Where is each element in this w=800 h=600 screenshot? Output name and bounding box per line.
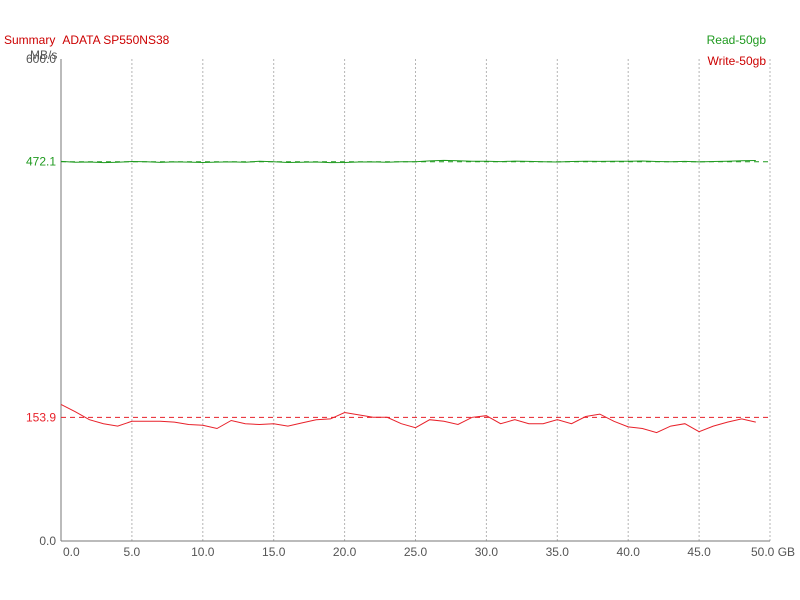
x-tick-label: 50.0 GB <box>751 545 795 559</box>
x-tick-label: 10.0 <box>191 545 215 559</box>
y-tick-label: 153.9 <box>26 410 56 424</box>
x-tick-label: 15.0 <box>262 545 286 559</box>
chart-title: Summary ADATA SP550NS38 <box>4 33 169 47</box>
y-tick-label: 600.0 <box>26 52 56 66</box>
x-tick-label: 20.0 <box>333 545 357 559</box>
y-axis-unit-label: MB/s <box>30 48 58 62</box>
legend-write-entry: Write-50gb <box>707 54 766 68</box>
device-name: ADATA SP550NS38 <box>62 33 170 47</box>
x-tick-label: 5.0 <box>124 545 141 559</box>
y-tick-label: 472.1 <box>26 155 56 169</box>
x-tick-label: 25.0 <box>404 545 428 559</box>
x-tick-label: 0.0 <box>63 545 80 559</box>
series-line-read <box>60 159 756 164</box>
x-tick-label: 45.0 <box>687 545 711 559</box>
legend-read-entry: Read-50gb <box>706 33 766 47</box>
y-tick-label: 0.0 <box>39 534 56 548</box>
summary-label: Summary <box>4 33 56 47</box>
series-line-write <box>60 403 756 434</box>
x-tick-label: 35.0 <box>546 545 570 559</box>
x-tick-label: 30.0 <box>475 545 499 559</box>
x-tick-label: 40.0 <box>617 545 641 559</box>
